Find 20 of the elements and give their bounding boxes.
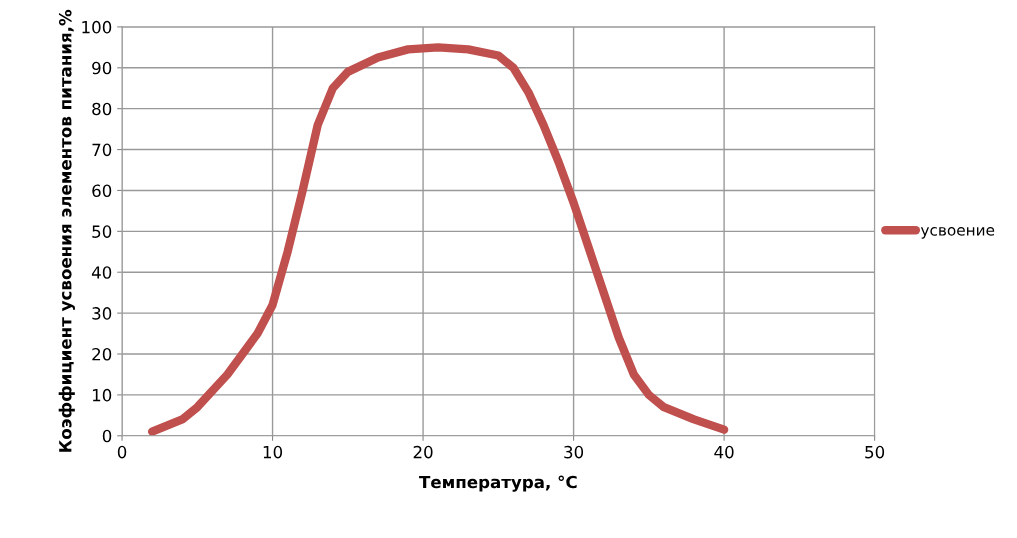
x-tick-label: 30 — [564, 445, 584, 459]
y-tick-label: 10 — [92, 388, 112, 402]
legend-label: усвоение — [920, 227, 995, 239]
y-tick-label: 20 — [92, 347, 112, 361]
y-tick-label: 100 — [82, 20, 112, 34]
x-tick-label: 20 — [413, 445, 433, 459]
x-tick-label: 0 — [117, 445, 127, 459]
y-axis-title: Коэффициент усвоения элементов питания,% — [58, 9, 75, 452]
x-tick-label: 10 — [263, 445, 283, 459]
y-tick-label: 60 — [92, 184, 112, 198]
y-tick-label: 0 — [102, 429, 112, 443]
y-tick-label: 30 — [92, 307, 112, 320]
y-tick-label: 80 — [92, 102, 112, 116]
y-tick-label: 70 — [92, 143, 112, 157]
y-tick-label: 40 — [91, 266, 112, 279]
x-tick-label: 40 — [714, 445, 734, 459]
x-tick-label: 50 — [865, 445, 885, 459]
y-tick-label: 50 — [92, 225, 112, 238]
y-tick-label: 90 — [92, 61, 112, 75]
x-axis-title: Температура, °C — [419, 475, 577, 492]
